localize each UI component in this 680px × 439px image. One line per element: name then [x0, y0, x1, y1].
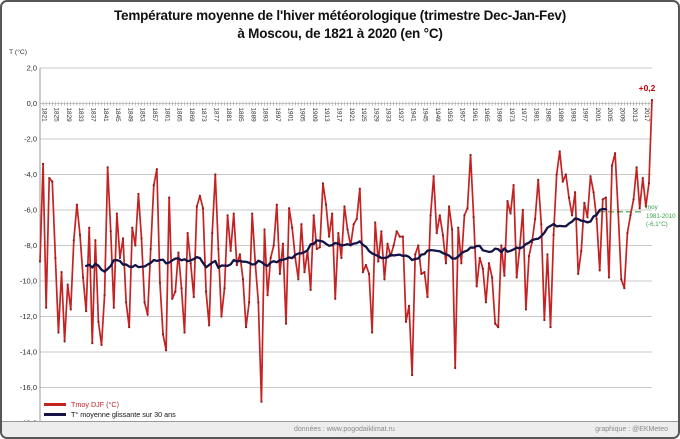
svg-text:1957: 1957 [459, 108, 466, 123]
svg-text:-16,0: -16,0 [20, 383, 37, 392]
reference-mean-annotation: moy 1981-2010 (-6,1°C) [646, 204, 678, 230]
author-credit: graphique : @EKMeteo [595, 426, 668, 433]
svg-text:1841: 1841 [102, 108, 109, 123]
svg-text:1893: 1893 [262, 108, 269, 123]
svg-text:1873: 1873 [200, 108, 207, 123]
svg-text:1821: 1821 [40, 108, 47, 123]
svg-text:1865: 1865 [176, 108, 183, 123]
reference-mean-line3: (-6,1°C) [646, 221, 668, 228]
svg-text:1849: 1849 [126, 108, 133, 123]
svg-text:1953: 1953 [446, 108, 453, 123]
svg-text:1981: 1981 [532, 108, 539, 123]
svg-text:2009: 2009 [618, 108, 625, 123]
svg-text:1837: 1837 [90, 108, 97, 123]
annual-series-swatch [44, 402, 66, 406]
svg-text:1973: 1973 [508, 108, 515, 123]
svg-text:1965: 1965 [483, 108, 490, 123]
svg-text:1937: 1937 [397, 108, 404, 123]
svg-text:2017: 2017 [643, 108, 650, 123]
svg-text:-6,0: -6,0 [24, 206, 37, 215]
svg-text:1909: 1909 [311, 108, 318, 123]
legend-item-annual: Tmoy DJF (°C) [44, 399, 176, 409]
legend-label-moving-average: T° moyenne glissante sur 30 ans [71, 409, 176, 419]
svg-text:1857: 1857 [151, 108, 158, 123]
svg-text:1897: 1897 [274, 108, 281, 123]
legend: Tmoy DJF (°C) T° moyenne glissante sur 3… [44, 399, 176, 419]
chart-title-line2: à Moscou, de 1821 à 2020 (en °C) [237, 26, 443, 41]
svg-text:1985: 1985 [545, 108, 552, 123]
svg-text:1925: 1925 [360, 108, 367, 123]
legend-item-moving-average: T° moyenne glissante sur 30 ans [44, 409, 176, 419]
svg-text:1941: 1941 [409, 108, 416, 123]
svg-text:1901: 1901 [286, 108, 293, 123]
svg-text:1997: 1997 [582, 108, 589, 123]
svg-text:1833: 1833 [77, 108, 84, 123]
svg-text:-10,0: -10,0 [20, 277, 37, 286]
last-value-annotation: +0,2 [638, 83, 656, 93]
svg-text:1989: 1989 [557, 108, 564, 123]
svg-text:2013: 2013 [631, 108, 638, 123]
svg-text:1845: 1845 [114, 108, 121, 123]
svg-text:-4,0: -4,0 [24, 170, 37, 179]
legend-label-annual: Tmoy DJF (°C) [71, 399, 119, 409]
reference-mean-line1: moy [646, 204, 658, 211]
svg-text:1921: 1921 [348, 108, 355, 123]
svg-text:1881: 1881 [225, 108, 232, 123]
svg-text:2,0: 2,0 [27, 64, 37, 73]
chart-title-line1: Température moyenne de l'hiver météorolo… [113, 8, 567, 23]
svg-text:1969: 1969 [495, 108, 502, 123]
y-axis-unit-label: T (°C) [9, 49, 28, 56]
svg-text:-2,0: -2,0 [24, 135, 37, 144]
svg-text:1869: 1869 [188, 108, 195, 123]
svg-text:1913: 1913 [323, 108, 330, 123]
footer-bar: données : www.pogodaiklimat.ru graphique… [2, 421, 678, 437]
svg-text:-8,0: -8,0 [24, 241, 37, 250]
data-source-credit: données : www.pogodaiklimat.ru [294, 426, 395, 433]
svg-text:1961: 1961 [471, 108, 478, 123]
svg-text:-14,0: -14,0 [20, 348, 37, 357]
svg-text:1977: 1977 [520, 108, 527, 123]
svg-text:1825: 1825 [53, 108, 60, 123]
svg-text:1829: 1829 [65, 108, 72, 123]
svg-text:1885: 1885 [237, 108, 244, 123]
svg-text:1905: 1905 [299, 108, 306, 123]
svg-text:-12,0: -12,0 [20, 312, 37, 321]
reference-mean-line2: 1981-2010 [646, 212, 676, 220]
svg-text:1945: 1945 [422, 108, 429, 123]
svg-text:1929: 1929 [372, 108, 379, 123]
moving-average-swatch [44, 412, 66, 416]
svg-text:0,0: 0,0 [27, 99, 37, 108]
svg-text:1861: 1861 [163, 108, 170, 123]
svg-text:1949: 1949 [434, 108, 441, 123]
svg-text:1853: 1853 [139, 108, 146, 123]
svg-text:1993: 1993 [569, 108, 576, 123]
chart-title: Température moyenne de l'hiver météorolo… [2, 7, 678, 43]
svg-text:2001: 2001 [594, 108, 601, 123]
svg-text:1889: 1889 [249, 108, 256, 123]
svg-text:1917: 1917 [336, 108, 343, 123]
svg-text:1877: 1877 [213, 108, 220, 123]
svg-text:1933: 1933 [385, 108, 392, 123]
svg-text:2005: 2005 [606, 108, 613, 123]
